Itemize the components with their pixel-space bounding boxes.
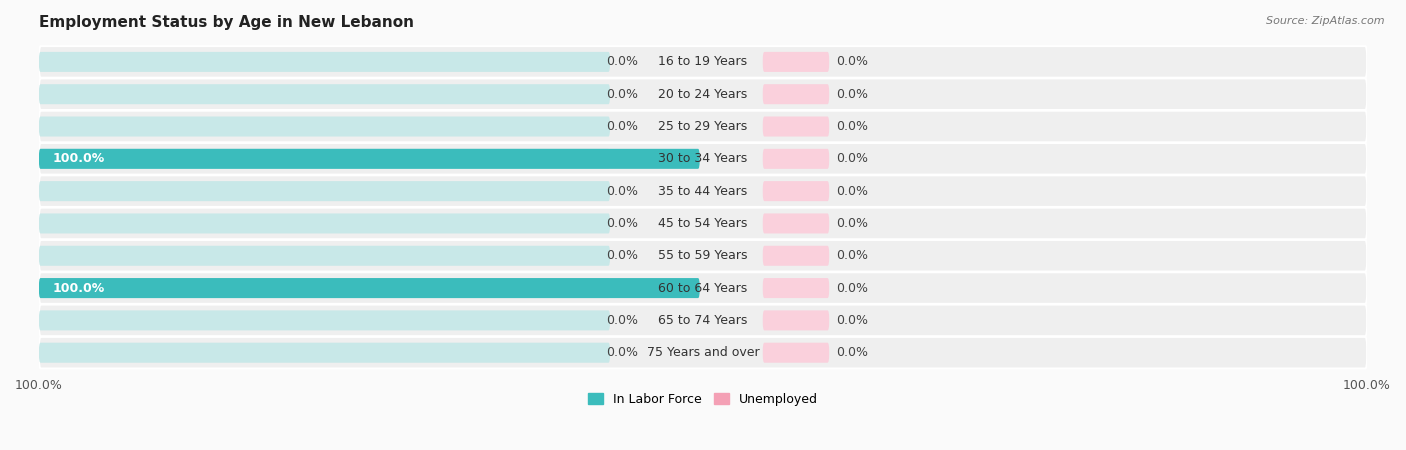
FancyBboxPatch shape [763,117,830,136]
FancyBboxPatch shape [39,278,700,298]
FancyBboxPatch shape [39,207,1367,239]
Text: 0.0%: 0.0% [835,153,868,165]
Text: 0.0%: 0.0% [835,249,868,262]
Text: 0.0%: 0.0% [835,314,868,327]
Text: 0.0%: 0.0% [606,184,638,198]
FancyBboxPatch shape [39,240,1367,272]
Text: 30 to 34 Years: 30 to 34 Years [658,153,748,165]
Text: 0.0%: 0.0% [606,314,638,327]
FancyBboxPatch shape [39,46,1367,78]
FancyBboxPatch shape [39,337,1367,369]
Text: 60 to 64 Years: 60 to 64 Years [658,282,748,295]
FancyBboxPatch shape [39,117,610,136]
FancyBboxPatch shape [39,149,610,169]
FancyBboxPatch shape [39,272,1367,304]
FancyBboxPatch shape [763,213,830,234]
Text: Employment Status by Age in New Lebanon: Employment Status by Age in New Lebanon [39,15,413,30]
FancyBboxPatch shape [763,181,830,201]
Text: 0.0%: 0.0% [606,120,638,133]
Text: 0.0%: 0.0% [835,217,868,230]
FancyBboxPatch shape [39,310,610,330]
Legend: In Labor Force, Unemployed: In Labor Force, Unemployed [583,388,823,411]
FancyBboxPatch shape [763,343,830,363]
FancyBboxPatch shape [763,278,830,298]
FancyBboxPatch shape [763,52,830,72]
FancyBboxPatch shape [39,305,1367,336]
FancyBboxPatch shape [763,84,830,104]
FancyBboxPatch shape [763,149,830,169]
FancyBboxPatch shape [39,111,1367,142]
Text: 0.0%: 0.0% [606,249,638,262]
FancyBboxPatch shape [763,310,830,330]
FancyBboxPatch shape [39,213,610,234]
FancyBboxPatch shape [39,278,610,298]
Text: 0.0%: 0.0% [606,55,638,68]
Text: 0.0%: 0.0% [835,120,868,133]
Text: 0.0%: 0.0% [835,88,868,101]
Text: 35 to 44 Years: 35 to 44 Years [658,184,748,198]
Text: 16 to 19 Years: 16 to 19 Years [658,55,748,68]
Text: 0.0%: 0.0% [835,282,868,295]
FancyBboxPatch shape [39,181,610,201]
Text: 0.0%: 0.0% [835,184,868,198]
Text: 65 to 74 Years: 65 to 74 Years [658,314,748,327]
Text: Source: ZipAtlas.com: Source: ZipAtlas.com [1267,16,1385,26]
Text: 25 to 29 Years: 25 to 29 Years [658,120,748,133]
FancyBboxPatch shape [39,78,1367,110]
FancyBboxPatch shape [39,149,700,169]
FancyBboxPatch shape [39,84,610,104]
Text: 100.0%: 100.0% [52,153,104,165]
Text: 0.0%: 0.0% [835,55,868,68]
Text: 0.0%: 0.0% [606,217,638,230]
FancyBboxPatch shape [39,246,610,266]
FancyBboxPatch shape [39,52,610,72]
Text: 100.0%: 100.0% [52,282,104,295]
FancyBboxPatch shape [39,176,1367,207]
FancyBboxPatch shape [763,246,830,266]
Text: 45 to 54 Years: 45 to 54 Years [658,217,748,230]
Text: 75 Years and over: 75 Years and over [647,346,759,359]
Text: 0.0%: 0.0% [606,88,638,101]
Text: 0.0%: 0.0% [835,346,868,359]
Text: 0.0%: 0.0% [606,346,638,359]
Text: 55 to 59 Years: 55 to 59 Years [658,249,748,262]
FancyBboxPatch shape [39,343,610,363]
FancyBboxPatch shape [39,143,1367,175]
Text: 20 to 24 Years: 20 to 24 Years [658,88,748,101]
